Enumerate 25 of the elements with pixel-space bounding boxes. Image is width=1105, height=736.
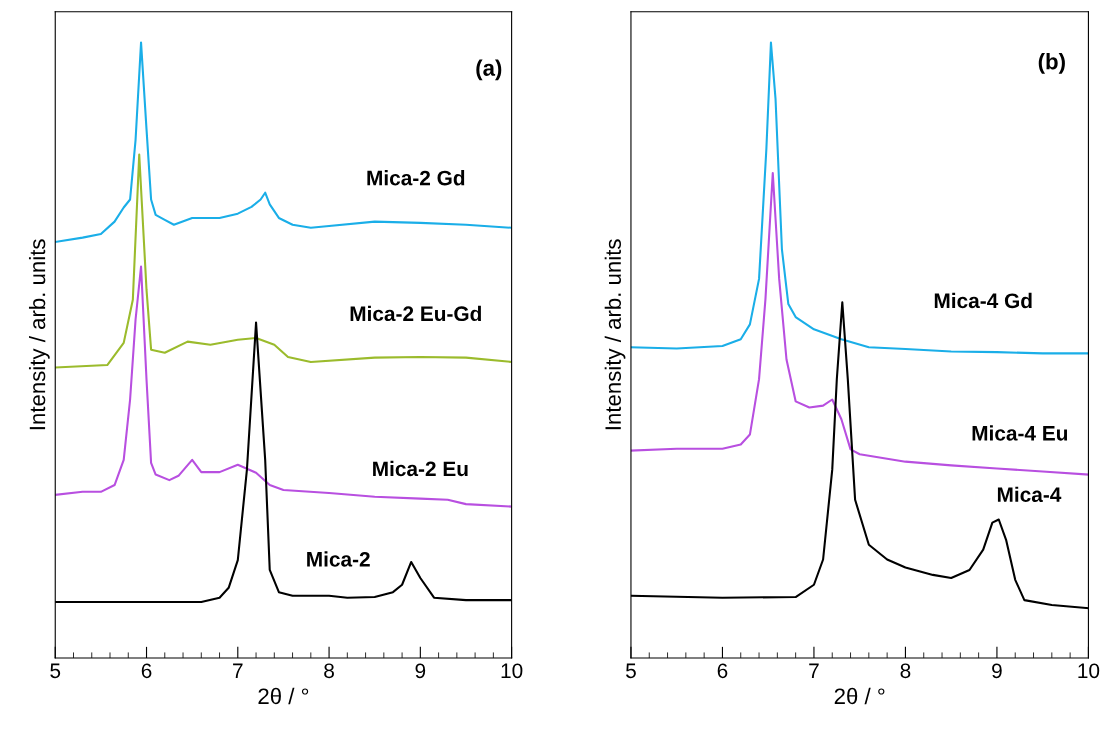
x-tick-label: 8 (900, 663, 911, 679)
x-tick-label: 6 (717, 663, 728, 679)
series-label: Mica-2 (307, 551, 370, 567)
series-label: Mica-4 (997, 486, 1062, 503)
text: Mica-4 Gd (934, 292, 1032, 309)
x-axis-title: 2θ / ° (834, 687, 885, 705)
x-tick-label: 9 (992, 663, 1002, 679)
x-tick-label: 7 (233, 663, 243, 678)
series-label: Mica-2 Eu-Gd (350, 305, 481, 322)
x-tick-label: 6 (141, 663, 152, 679)
x-tick-label: 8 (324, 663, 334, 679)
x-tick-label: 9 (415, 663, 426, 679)
series-label: Mica-2 Eu (373, 460, 468, 477)
x-tick-label: 5 (50, 663, 61, 679)
x-axis-title: 2θ / ° (258, 687, 309, 705)
x-tick-label: 10 (1078, 663, 1100, 679)
y-axis-title: Intensity / arb. units (28, 239, 50, 430)
y-axis-title: Intensity / arb. units (604, 239, 626, 430)
x-tick-label: 7 (809, 663, 819, 678)
annotation: (a) (476, 59, 502, 81)
annotation: (b) (1038, 53, 1065, 74)
x-tick-label: 10 (501, 663, 523, 679)
series-label: Mica-4 Eu (972, 425, 1068, 441)
x-tick-label: 5 (626, 663, 636, 679)
series-label: Mica-2 Gd (367, 170, 465, 186)
